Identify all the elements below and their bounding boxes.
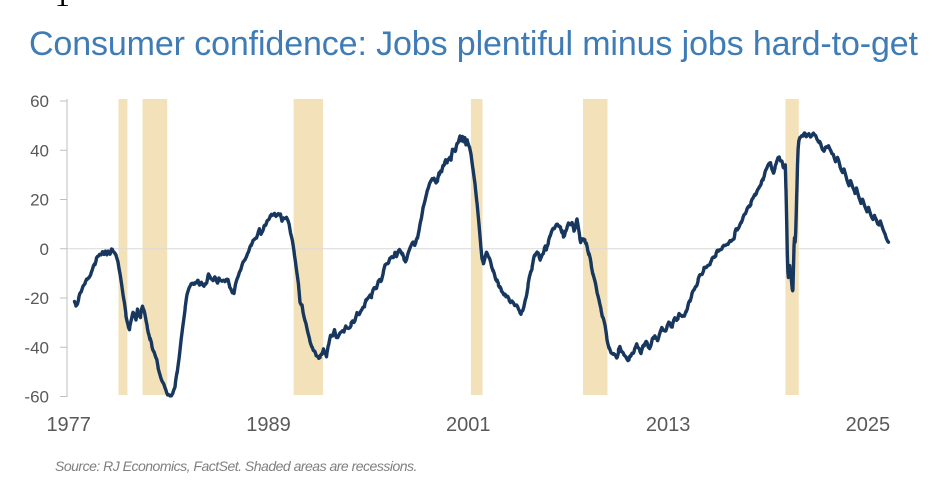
svg-text:-40: -40 bbox=[24, 338, 49, 357]
svg-text:-20: -20 bbox=[24, 289, 49, 308]
svg-text:0: 0 bbox=[40, 240, 49, 259]
svg-text:40: 40 bbox=[30, 141, 49, 160]
svg-text:-60: -60 bbox=[24, 388, 49, 407]
svg-text:20: 20 bbox=[30, 191, 49, 210]
svg-text:1989: 1989 bbox=[246, 414, 291, 436]
svg-text:2001: 2001 bbox=[446, 414, 491, 436]
svg-text:60: 60 bbox=[30, 92, 49, 111]
svg-text:2025: 2025 bbox=[846, 414, 891, 436]
svg-text:1977: 1977 bbox=[46, 414, 91, 436]
svg-text:2013: 2013 bbox=[646, 414, 691, 436]
